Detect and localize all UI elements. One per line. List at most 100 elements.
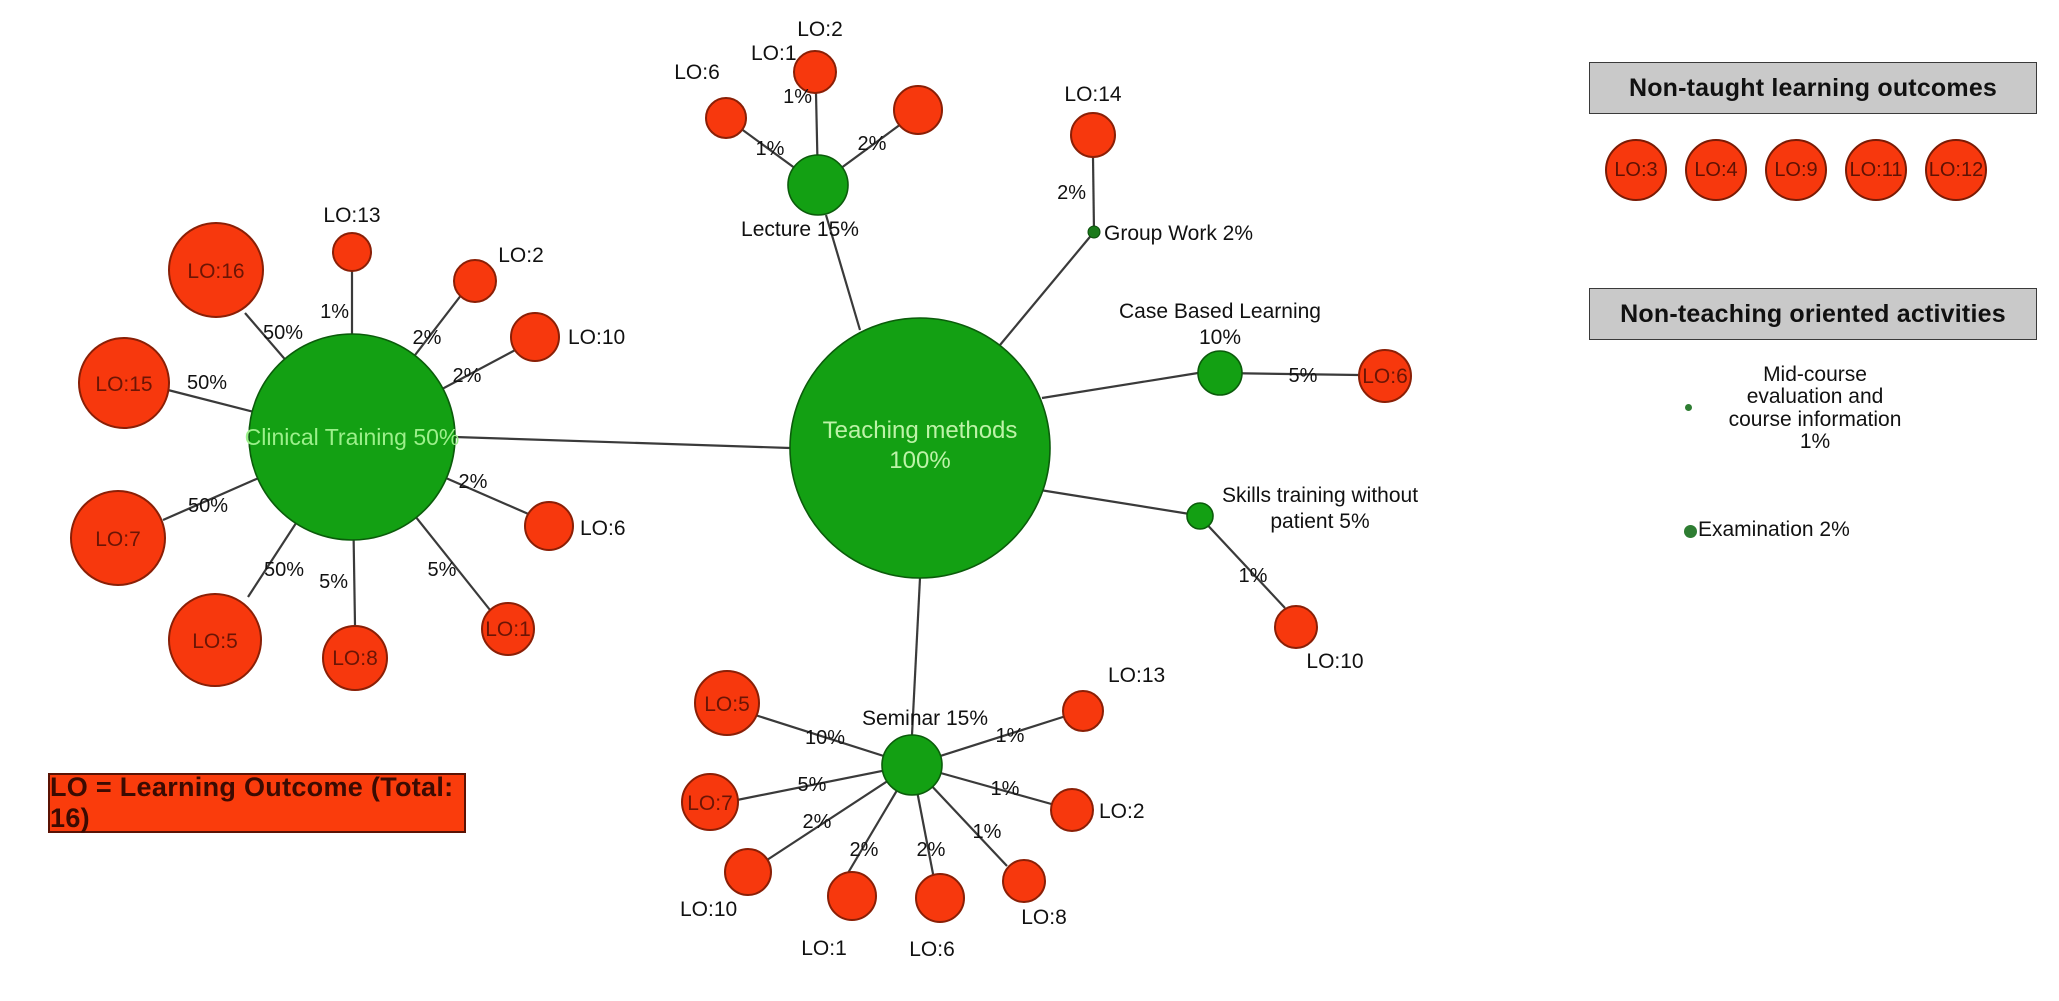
cbl-label-line1: Case Based Learning (1119, 300, 1321, 323)
non-taught-lo-11[interactable]: LO:11 (1845, 139, 1907, 201)
node-clinical-lo16[interactable] (168, 222, 264, 318)
clinical-lo15-weight: 50% (187, 372, 227, 394)
node-clinical-lo1[interactable] (481, 602, 535, 656)
node-seminar-lo8[interactable] (1002, 859, 1046, 903)
clinical-lo6-weight: 2% (459, 471, 488, 493)
lecture-lo6-weight: 1% (756, 138, 785, 160)
seminar-lo10-label: LO:10 (680, 898, 737, 921)
seminar-lo13-weight: 1% (996, 725, 1025, 747)
node-skills-training[interactable] (1186, 502, 1214, 530)
clinical-lo8-weight: 5% (319, 571, 348, 593)
lecture-lo1-label: LO:1 (751, 42, 797, 65)
seminar-lo10-weight: 2% (803, 811, 832, 833)
cbl-lo6-label: LO:6 (1362, 365, 1408, 388)
panel-non-teaching-activities: Non-teaching oriented activities (1589, 288, 2037, 340)
node-clinical-lo6[interactable] (524, 501, 574, 551)
skills-label-line2: patient 5% (1270, 510, 1369, 533)
group-work-cluster (1070, 112, 1116, 239)
activity-examination-dot (1684, 525, 1697, 538)
non-taught-lo-4[interactable]: LO:4 (1685, 139, 1747, 201)
seminar-lo6-weight: 2% (917, 839, 946, 861)
lecture-lo1-weight: 2% (858, 133, 887, 155)
node-clinical-lo7[interactable] (70, 490, 166, 586)
non-taught-lo-3[interactable]: LO:3 (1605, 139, 1667, 201)
seminar-lo5-weight: 10% (805, 727, 845, 749)
node-seminar[interactable] (881, 734, 943, 796)
node-seminar-lo6[interactable] (915, 873, 965, 923)
node-lecture-lo1[interactable] (893, 85, 943, 135)
clinical-lo1-label: LO:1 (485, 618, 531, 641)
edge-groupwork-lo14 (1091, 156, 1096, 233)
activity-midcourse-line1: Mid-course (1763, 363, 1867, 386)
clinical-lo13-weight: 1% (320, 301, 349, 323)
seminar-lo7-label: LO:7 (687, 792, 733, 815)
edge-root-skills (1039, 488, 1197, 517)
edge-root-cbl (1041, 371, 1199, 400)
node-seminar-lo7[interactable] (681, 773, 739, 831)
edge-root-clinical (454, 435, 791, 450)
node-seminar-lo5[interactable] (694, 670, 760, 736)
clinical-lo10-weight: 2% (453, 365, 482, 387)
node-lecture-lo2[interactable] (793, 50, 837, 94)
edge-root-seminar (910, 577, 922, 736)
activity-examination[interactable]: Examination 2% (1698, 518, 1850, 542)
node-seminar-lo10[interactable] (724, 848, 772, 896)
seminar-lo8-label: LO:8 (1021, 906, 1067, 929)
seminar-lo1-weight: 2% (850, 839, 879, 861)
activity-midcourse-line2: evaluation and (1746, 385, 1884, 409)
node-seminar-lo2[interactable] (1050, 788, 1094, 832)
clinical-lo10-label: LO:10 (568, 326, 625, 349)
non-taught-lo-12[interactable]: LO:12 (1925, 139, 1987, 201)
node-teaching-methods[interactable] (789, 317, 1051, 579)
node-seminar-lo13[interactable] (1062, 690, 1104, 732)
non-taught-lo-12-label: LO:12 (1928, 158, 1984, 181)
edge-cbl-lo6 (1219, 371, 1360, 377)
node-clinical-lo13[interactable] (332, 232, 372, 272)
cbl-label-line2: 10% (1199, 326, 1241, 349)
panel-non-teaching-title: Non-teaching oriented activities (1620, 299, 2006, 328)
node-group-work[interactable] (1087, 225, 1101, 239)
non-taught-lo-4-label: LO:4 (1694, 158, 1738, 181)
node-cbl-lo6[interactable] (1358, 349, 1412, 403)
clinical-lo2-weight: 2% (413, 327, 442, 349)
node-lecture[interactable] (787, 154, 849, 216)
node-clinical-training[interactable] (248, 333, 456, 541)
clinical-lo6-label: LO:6 (580, 517, 626, 540)
lecture-label: Lecture 15% (741, 218, 859, 241)
seminar-lo2-weight: 1% (991, 778, 1020, 800)
node-groupwork-lo14[interactable] (1070, 112, 1116, 158)
node-clinical-lo2[interactable] (453, 259, 497, 303)
node-case-based-learning[interactable] (1197, 350, 1243, 396)
node-lecture-lo6[interactable] (705, 97, 747, 139)
root-label-line1: Teaching methods (823, 417, 1018, 444)
clinical-lo5-weight: 50% (264, 559, 304, 581)
edge-root-lecture (824, 214, 862, 331)
node-seminar-lo1b[interactable] (827, 871, 877, 921)
node-clinical-lo15[interactable] (78, 337, 170, 429)
seminar-lo6-label: LO:6 (909, 938, 955, 961)
clinical-lo8-label: LO:8 (332, 647, 378, 670)
edge-root-groupwork (999, 231, 1095, 346)
clinical-training-cluster (70, 222, 574, 691)
node-clinical-lo5[interactable] (168, 593, 262, 687)
non-taught-lo-9[interactable]: LO:9 (1765, 139, 1827, 201)
node-clinical-lo8[interactable] (322, 625, 388, 691)
node-skills-lo10[interactable] (1274, 605, 1318, 649)
edge-skills-lo10 (1199, 516, 1286, 609)
lecture-lo2-weight: 1% (783, 86, 812, 108)
node-clinical-lo10[interactable] (510, 312, 560, 362)
skills-label-line1: Skills training without (1222, 484, 1418, 507)
lecture-cluster (705, 50, 943, 216)
seminar-lo13-label: LO:13 (1108, 664, 1165, 687)
case-based-learning-cluster (1197, 349, 1412, 403)
clinical-lo5-label: LO:5 (192, 630, 238, 653)
seminar-label: Seminar 15% (862, 707, 988, 730)
non-taught-lo-11-label: LO:11 (1849, 158, 1903, 181)
activity-midcourse[interactable]: Mid-course evaluation and course informa… (1690, 363, 1940, 453)
activity-examination-label: Examination 2% (1698, 518, 1850, 541)
seminar-lo2-label: LO:2 (1099, 800, 1145, 823)
clinical-lo16-label: LO:16 (187, 260, 244, 283)
clinical-lo15-label: LO:15 (95, 373, 152, 396)
